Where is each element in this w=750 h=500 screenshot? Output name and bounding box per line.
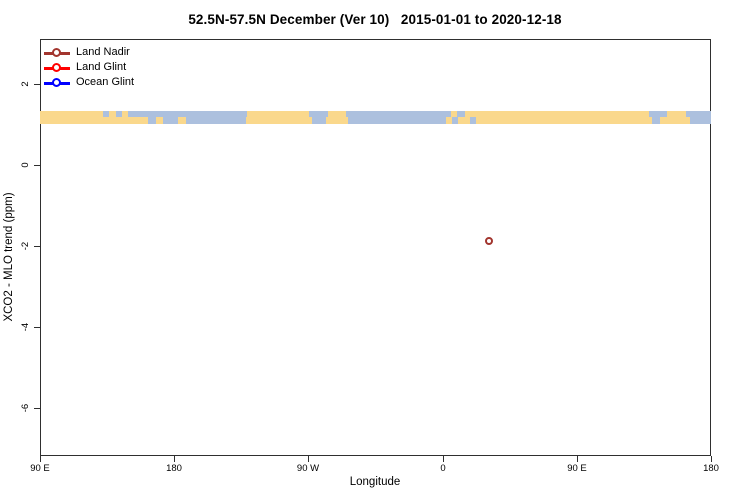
x-axis-label: Longitude <box>349 476 401 488</box>
map-strip-land-segment <box>40 110 103 117</box>
y-tick-label: -2 <box>20 241 31 251</box>
map-strip-ocean-segment <box>346 110 451 117</box>
map-strip-ocean-segment <box>309 110 328 117</box>
map-strip-ocean-segment <box>348 117 446 124</box>
map-strip-ocean-segment <box>470 117 476 124</box>
map-strip-ocean-segment <box>163 117 178 124</box>
legend-circle-icon <box>52 78 61 87</box>
data-point-land-nadir <box>485 237 494 246</box>
map-strip-land-segment <box>109 110 116 117</box>
y-tick-mark <box>34 164 40 166</box>
map-strip-ocean-segment <box>312 117 326 124</box>
map-strip-land-segment <box>247 110 309 117</box>
map-strip-land-segment <box>667 110 686 117</box>
chart-title: 52.5N-57.5N December (Ver 10) 2015-01-01… <box>188 12 562 27</box>
legend-item-label: Land Glint <box>76 61 127 73</box>
x-tick-label: 0 <box>440 463 446 474</box>
y-tick-label: 0 <box>20 162 31 168</box>
y-tick-mark <box>34 83 40 85</box>
map-strip-land-segment <box>156 117 163 124</box>
legend-item-label: Land Nadir <box>76 46 130 58</box>
plot-area <box>40 39 711 456</box>
map-strip-land-segment <box>660 117 690 124</box>
map-strip-ocean-segment <box>148 117 156 124</box>
map-strip-ocean-segment <box>128 110 247 117</box>
y-tick-mark <box>34 245 40 247</box>
map-strip-ocean-segment <box>690 117 711 124</box>
legend-circle-icon <box>52 48 61 57</box>
x-tick-label: 180 <box>166 463 182 474</box>
y-tick-label: 2 <box>20 81 31 87</box>
map-strip-land-segment <box>476 117 652 124</box>
x-tick-mark <box>307 456 309 462</box>
map-strip-land-segment <box>178 117 186 124</box>
map-strip-ocean-segment <box>116 110 122 117</box>
legend-item-label: Ocean Glint <box>76 76 135 88</box>
map-strip-land-segment <box>458 117 470 124</box>
map-strip-land-segment <box>465 110 649 117</box>
map-strip-land-segment <box>40 117 148 124</box>
map-strip-ocean-segment <box>452 117 458 124</box>
x-tick-mark <box>710 456 712 462</box>
map-strip-ocean-segment <box>457 110 465 117</box>
x-tick-mark <box>173 456 175 462</box>
map-strip-ocean-segment <box>649 110 667 117</box>
x-tick-mark <box>39 456 41 462</box>
map-strip-land-segment <box>246 117 312 124</box>
x-tick-label: 180 <box>703 463 719 474</box>
y-tick-mark <box>34 407 40 409</box>
map-strip-ocean-segment <box>103 110 109 117</box>
x-tick-label: 90 E <box>30 463 50 474</box>
legend-circle-icon <box>52 63 61 72</box>
map-strip-land-segment <box>326 117 348 124</box>
map-strip-land-segment <box>451 110 457 117</box>
map-strip-ocean-segment <box>652 117 660 124</box>
y-tick-label: -4 <box>20 322 31 332</box>
x-tick-mark <box>442 456 444 462</box>
map-strip-land-segment <box>122 110 128 117</box>
map-strip-land-segment <box>328 110 346 117</box>
x-tick-mark <box>576 456 578 462</box>
map-strip-land-segment <box>446 117 452 124</box>
map-strip-ocean-segment <box>186 117 246 124</box>
map-strip-ocean-segment <box>686 110 711 117</box>
x-tick-label: 90 E <box>567 463 587 474</box>
y-tick-mark <box>34 326 40 328</box>
y-tick-label: -6 <box>20 403 31 413</box>
x-tick-label: 90 W <box>296 463 320 474</box>
y-axis-label: XCO2 - MLO trend (ppm) <box>3 192 15 322</box>
